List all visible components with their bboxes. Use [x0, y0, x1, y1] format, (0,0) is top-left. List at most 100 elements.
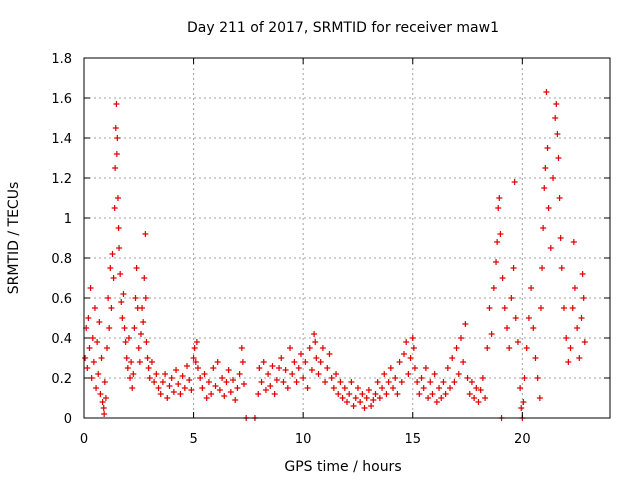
data-point — [166, 383, 173, 389]
data-point — [376, 395, 383, 401]
x-tick-label: 5 — [189, 432, 197, 447]
data-point — [553, 101, 560, 107]
data-point — [462, 321, 469, 327]
data-point — [194, 365, 201, 371]
data-point — [322, 379, 329, 385]
data-point — [90, 359, 97, 365]
data-point — [361, 405, 368, 411]
data-point — [556, 195, 563, 201]
data-point — [335, 391, 342, 397]
data-point — [571, 285, 578, 291]
data-point — [106, 325, 113, 331]
data-point — [315, 371, 322, 377]
data-point — [227, 389, 234, 395]
data-point — [108, 305, 115, 311]
data-point — [271, 391, 278, 397]
data-point — [256, 365, 263, 371]
data-point — [234, 385, 241, 391]
data-point — [123, 355, 130, 361]
data-point — [464, 375, 471, 381]
data-point — [341, 385, 348, 391]
data-point — [558, 265, 565, 271]
data-point — [129, 385, 136, 391]
data-point — [418, 375, 425, 381]
data-point — [471, 395, 478, 401]
data-point — [494, 239, 501, 245]
data-point — [205, 379, 212, 385]
data-point — [580, 295, 587, 301]
data-point — [319, 345, 326, 351]
data-point — [287, 345, 294, 351]
data-point — [433, 399, 440, 405]
data-point — [523, 345, 530, 351]
data-point — [193, 339, 200, 345]
data-point — [276, 365, 283, 371]
data-point — [508, 295, 515, 301]
data-point — [116, 245, 123, 251]
data-point — [201, 371, 208, 377]
data-point — [381, 371, 388, 377]
data-point — [255, 391, 262, 397]
data-point — [225, 367, 232, 373]
y-tick-label: 0 — [64, 412, 72, 427]
data-point — [100, 405, 107, 411]
data-point — [197, 375, 204, 381]
data-point — [542, 165, 549, 171]
data-point — [460, 359, 467, 365]
y-tick-label: 0.4 — [51, 332, 72, 347]
data-point — [352, 395, 359, 401]
data-point — [139, 305, 146, 311]
data-point — [317, 359, 324, 365]
data-point — [223, 379, 230, 385]
data-point — [398, 379, 405, 385]
data-point — [431, 371, 438, 377]
data-point — [267, 383, 274, 389]
data-point — [517, 385, 524, 391]
data-point — [536, 395, 543, 401]
data-point — [133, 265, 140, 271]
data-point — [451, 379, 458, 385]
y-tick-label: 0.6 — [51, 292, 72, 307]
data-point — [124, 365, 131, 371]
y-tick-label: 1.2 — [51, 172, 72, 187]
x-axis-label: GPS time / hours — [284, 459, 401, 475]
data-point — [514, 339, 521, 345]
data-point — [344, 399, 350, 405]
data-point — [328, 375, 335, 381]
data-point — [547, 245, 554, 251]
data-point — [121, 325, 128, 331]
data-point — [416, 391, 423, 397]
data-point — [410, 345, 417, 351]
data-point — [143, 339, 150, 345]
data-point — [210, 365, 217, 371]
data-point — [503, 325, 510, 331]
data-point — [429, 391, 436, 397]
data-point — [94, 339, 101, 345]
data-point — [142, 231, 149, 237]
data-point — [390, 385, 397, 391]
x-tick-label: 10 — [295, 432, 312, 447]
data-point — [190, 355, 197, 361]
data-point — [173, 367, 180, 373]
data-point — [188, 387, 195, 393]
data-point — [115, 225, 122, 231]
data-point — [148, 359, 155, 365]
data-point — [442, 391, 449, 397]
data-point — [179, 373, 186, 379]
data-point — [181, 385, 188, 391]
data-point — [278, 355, 285, 361]
data-point — [89, 335, 96, 341]
data-point — [368, 403, 375, 409]
data-point — [101, 411, 108, 417]
data-point — [383, 391, 390, 397]
data-point — [122, 339, 129, 345]
data-point — [153, 371, 160, 377]
data-point — [311, 331, 318, 337]
data-point — [555, 155, 562, 161]
chart-title: Day 211 of 2017, SRMTID for receiver maw… — [187, 20, 499, 36]
data-point — [579, 271, 586, 277]
data-point — [436, 385, 443, 391]
y-axis-label: SRMTID / TECUs — [6, 182, 22, 295]
data-point — [374, 379, 381, 385]
